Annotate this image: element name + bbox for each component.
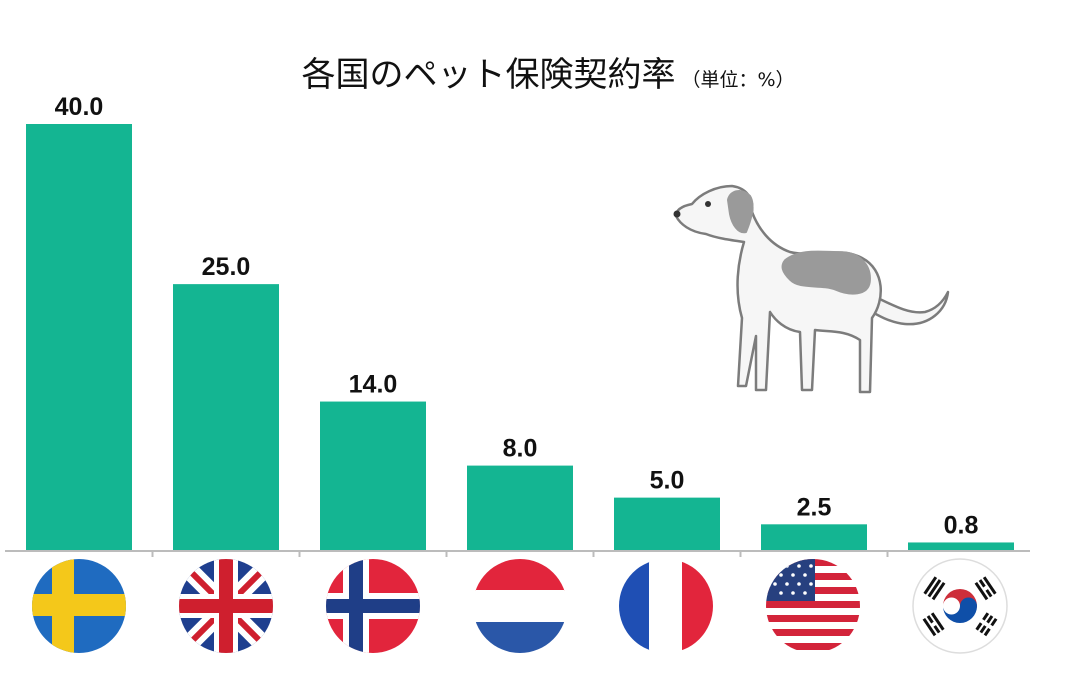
bar-2 bbox=[320, 401, 426, 551]
x-axis-ticks bbox=[151, 551, 889, 557]
bar-0 bbox=[26, 124, 132, 551]
south-korea-flag-icon bbox=[912, 558, 1008, 654]
bars-layer bbox=[26, 124, 1014, 551]
france-flag-icon bbox=[619, 559, 713, 653]
bar-4 bbox=[614, 497, 720, 551]
bar-value-label-4: 5.0 bbox=[650, 467, 685, 495]
bar-value-label-1: 25.0 bbox=[202, 253, 251, 281]
bar-value-label-6: 0.8 bbox=[944, 511, 979, 539]
netherlands-flag-icon bbox=[473, 559, 567, 653]
norway-flag-icon bbox=[326, 559, 420, 653]
bar-value-label-5: 2.5 bbox=[797, 493, 832, 521]
chart-title: 各国のペット保険契約率 bbox=[301, 55, 675, 95]
chart-subtitle: （単位：%） bbox=[681, 69, 794, 91]
value-labels-layer: 40.0 25.0 14.0 8.0 5.0 2.5 0.8 bbox=[55, 93, 979, 539]
bar-6 bbox=[908, 542, 1014, 551]
bar-3 bbox=[467, 465, 573, 551]
sweden-flag-icon bbox=[32, 559, 126, 653]
bar-5 bbox=[761, 524, 867, 551]
dog-icon bbox=[673, 184, 950, 394]
chart-title-group: 各国のペット保険契約率 （単位：%） bbox=[301, 55, 794, 95]
bar-1 bbox=[173, 284, 279, 551]
bar-value-label-2: 14.0 bbox=[349, 371, 398, 399]
bar-value-label-0: 40.0 bbox=[55, 93, 104, 121]
bar-value-label-3: 8.0 bbox=[503, 435, 538, 463]
uk-flag-icon bbox=[179, 559, 273, 653]
usa-flag-icon bbox=[766, 559, 860, 653]
